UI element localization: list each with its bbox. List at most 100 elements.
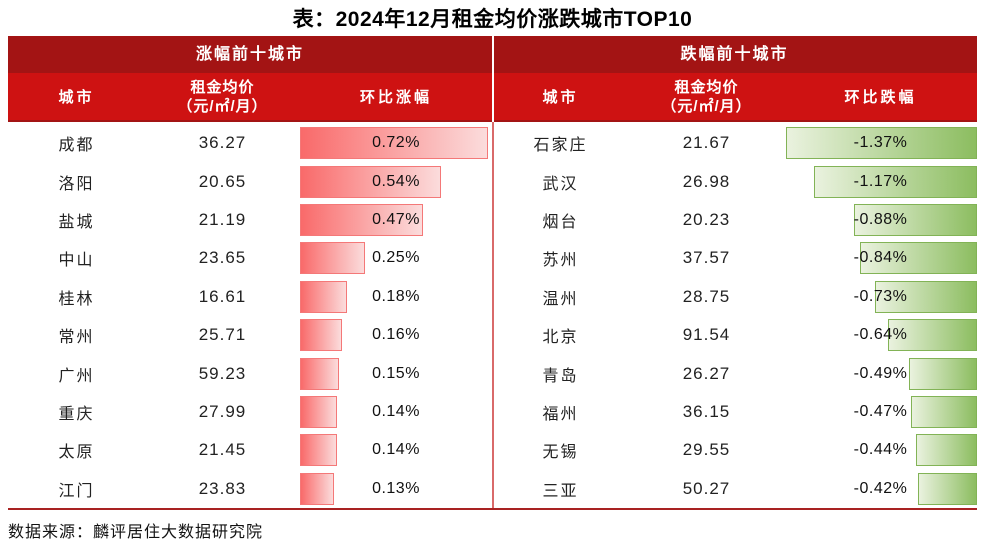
price-cell: 27.99 xyxy=(198,402,247,422)
decrease-bar xyxy=(786,127,977,160)
table-row: 无锡 29.55 -0.44% xyxy=(492,431,977,469)
rent-change-table: 涨幅前十城市 城市 租金均价 （元/㎡/月） 环比涨幅 成都 36.27 0.72%… xyxy=(8,36,977,510)
table-body-down: 石家庄 21.67 -1.37% 武汉 26.98 -1.17% 烟台 20.23 -0.88%… xyxy=(492,122,977,508)
group-header-down: 跌幅前十城市 xyxy=(492,36,977,73)
change-cell: -0.88% xyxy=(784,201,977,239)
change-cell: 0.13% xyxy=(300,470,492,508)
increase-bar xyxy=(300,472,334,505)
price-cell: 21.67 xyxy=(682,133,731,153)
decrease-bar xyxy=(875,280,977,313)
increase-bar xyxy=(300,280,347,313)
table-row: 武汉 26.98 -1.17% xyxy=(492,162,977,200)
change-value-label: -0.49% xyxy=(853,364,908,382)
table-row: 青岛 26.27 -0.49% xyxy=(492,354,977,392)
change-cell: -0.84% xyxy=(784,239,977,277)
city-cell: 盐城 xyxy=(58,214,95,232)
column-header-row-up: 城市 租金均价 （元/㎡/月） 环比涨幅 xyxy=(8,73,492,122)
city-cell: 福州 xyxy=(542,406,579,424)
table-row: 广州 59.23 0.15% xyxy=(8,354,492,392)
change-cell: -0.49% xyxy=(784,354,977,392)
price-cell: 59.23 xyxy=(198,363,247,383)
price-cell: 26.27 xyxy=(682,363,731,383)
decrease-bar xyxy=(911,396,977,429)
city-cell: 北京 xyxy=(542,329,579,347)
change-cell: 0.25% xyxy=(300,239,492,277)
table-body-up: 成都 36.27 0.72% 洛阳 20.65 0.54% 盐城 21.19 0.47% 中山 23… xyxy=(8,122,492,508)
decrease-bar xyxy=(916,434,977,467)
change-value-label: 0.14% xyxy=(372,403,420,421)
table-row: 洛阳 20.65 0.54% xyxy=(8,162,492,200)
table-row: 盐城 21.19 0.47% xyxy=(8,201,492,239)
table-row: 江门 23.83 0.13% xyxy=(8,470,492,508)
price-cell: 21.19 xyxy=(198,210,247,230)
table-row: 温州 28.75 -0.73% xyxy=(492,278,977,316)
increase-bar xyxy=(300,204,423,237)
change-value-label: 0.16% xyxy=(372,326,420,344)
change-cell: -0.42% xyxy=(784,470,977,508)
city-cell: 中山 xyxy=(58,252,95,270)
increase-bar xyxy=(300,319,342,352)
table-row: 三亚 50.27 -0.42% xyxy=(492,470,977,508)
price-cell: 21.45 xyxy=(198,440,247,460)
table-row: 苏州 37.57 -0.84% xyxy=(492,239,977,277)
table-row: 福州 36.15 -0.47% xyxy=(492,393,977,431)
change-value-label: 0.13% xyxy=(372,479,420,497)
city-cell: 烟台 xyxy=(542,214,579,232)
decrease-bar xyxy=(888,319,977,352)
city-cell: 常州 xyxy=(58,329,95,347)
change-value-label: 0.18% xyxy=(372,287,420,305)
change-cell: -1.17% xyxy=(784,162,977,200)
table-row: 常州 25.71 0.16% xyxy=(8,316,492,354)
city-cell: 无锡 xyxy=(542,444,579,462)
table-half-up: 涨幅前十城市 城市 租金均价 （元/㎡/月） 环比涨幅 成都 36.27 0.72%… xyxy=(8,36,492,508)
increase-bar xyxy=(300,434,337,467)
price-cell: 20.65 xyxy=(198,171,247,191)
table-row: 烟台 20.23 -0.88% xyxy=(492,201,977,239)
change-cell: 0.18% xyxy=(300,278,492,316)
decrease-bar xyxy=(854,204,977,237)
group-header-up: 涨幅前十城市 xyxy=(8,36,492,73)
city-cell: 石家庄 xyxy=(533,137,588,155)
table-row: 重庆 27.99 0.14% xyxy=(8,393,492,431)
price-cell: 25.71 xyxy=(198,325,247,345)
change-value-label: -0.88% xyxy=(853,211,908,229)
price-cell: 26.98 xyxy=(682,171,731,191)
city-cell: 三亚 xyxy=(542,482,579,500)
city-cell: 江门 xyxy=(58,482,95,500)
change-value-label: -0.42% xyxy=(853,479,908,497)
change-value-label: 0.15% xyxy=(372,364,420,382)
change-value-label: -1.17% xyxy=(853,172,908,190)
change-value-label: -0.73% xyxy=(853,287,908,305)
city-cell: 桂林 xyxy=(58,290,95,308)
change-cell: 0.72% xyxy=(300,124,492,162)
table-row: 中山 23.65 0.25% xyxy=(8,239,492,277)
city-cell: 广州 xyxy=(58,367,95,385)
change-value-label: -0.44% xyxy=(853,441,908,459)
increase-bar xyxy=(300,357,339,390)
price-cell: 91.54 xyxy=(682,325,731,345)
decrease-bar xyxy=(814,165,977,198)
price-cell: 20.23 xyxy=(682,210,731,230)
price-cell: 28.75 xyxy=(682,286,731,306)
city-cell: 洛阳 xyxy=(58,175,95,193)
city-cell: 苏州 xyxy=(542,252,579,270)
source-note: 数据来源：麟评居住大数据研究院 xyxy=(8,524,264,541)
table-row: 成都 36.27 0.72% xyxy=(8,124,492,162)
change-value-label: 0.72% xyxy=(372,134,420,152)
col-header-price-down: 租金均价 （元/㎡/月） xyxy=(661,78,752,115)
change-cell: -0.47% xyxy=(784,393,977,431)
change-value-label: -0.84% xyxy=(853,249,908,267)
price-cell: 36.27 xyxy=(198,133,247,153)
change-cell: -0.73% xyxy=(784,278,977,316)
col-header-city-up: 城市 xyxy=(58,89,95,106)
change-cell: -1.37% xyxy=(784,124,977,162)
table-row: 太原 21.45 0.14% xyxy=(8,431,492,469)
decrease-bar xyxy=(918,472,977,505)
change-value-label: -0.47% xyxy=(853,403,908,421)
change-cell: 0.16% xyxy=(300,316,492,354)
change-cell: 0.54% xyxy=(300,162,492,200)
change-value-label: 0.47% xyxy=(372,211,420,229)
increase-bar xyxy=(300,242,365,275)
increase-bar xyxy=(300,127,488,160)
